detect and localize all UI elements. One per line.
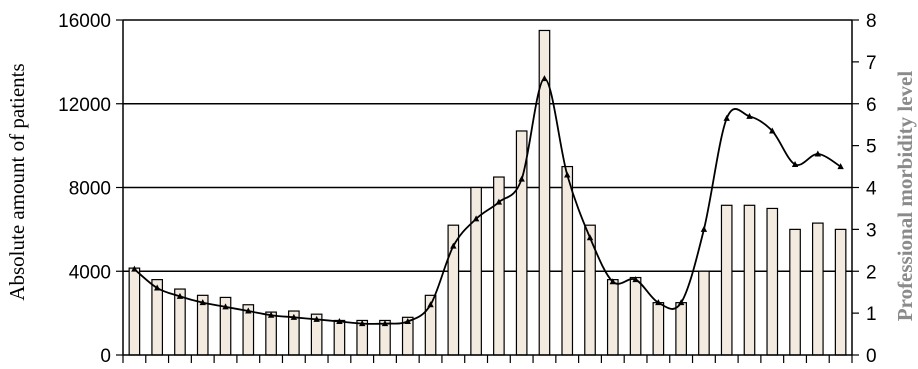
y-tick-label-right: 2 — [866, 262, 877, 283]
bar — [470, 186, 482, 356]
line-point — [404, 318, 411, 324]
line-point — [723, 114, 730, 121]
line-point — [632, 276, 639, 283]
left-tick-labels: 0 4000 8000 12000 16000 — [58, 11, 111, 367]
y-tick-label-right: 5 — [866, 137, 877, 158]
bar — [789, 228, 801, 356]
y-tick-label-right: 1 — [866, 304, 877, 325]
line-point — [472, 215, 480, 222]
gridlines — [123, 19, 852, 272]
line-point — [199, 299, 206, 306]
y-tick-label-right: 4 — [866, 179, 877, 200]
line-point — [541, 75, 548, 82]
bar — [698, 270, 710, 356]
line-point — [769, 127, 776, 134]
line-point — [655, 299, 662, 306]
bar — [720, 204, 733, 356]
line-point — [381, 320, 389, 327]
bar-series — [128, 29, 847, 356]
bar — [606, 279, 619, 356]
line-point — [153, 284, 161, 291]
line-point — [700, 225, 708, 232]
line-series — [131, 75, 844, 327]
y-tick-label-left: 4000 — [69, 262, 111, 283]
bar — [265, 311, 277, 356]
bar — [333, 319, 346, 356]
line-point — [518, 175, 525, 182]
line-point — [586, 234, 594, 241]
bar — [834, 228, 847, 356]
bar — [811, 222, 824, 356]
line-point — [609, 278, 616, 285]
line-point — [245, 307, 252, 314]
bar — [128, 267, 141, 356]
line-point — [746, 112, 753, 119]
line-point — [176, 292, 184, 299]
line-point — [677, 299, 685, 306]
y-tick-label-left: 12000 — [58, 95, 111, 116]
y-tick-label-right: 6 — [866, 95, 877, 116]
bar — [561, 165, 574, 356]
y-tick-label-left: 8000 — [69, 179, 111, 200]
line-point — [131, 265, 138, 272]
line-point — [564, 171, 571, 178]
line-point — [313, 315, 320, 322]
y-tick-label-left: 16000 — [58, 11, 111, 32]
bar — [174, 288, 186, 356]
right-tick-labels: 0 1 2 3 4 5 6 7 8 — [866, 11, 877, 367]
bar — [629, 276, 642, 356]
line-point — [450, 242, 457, 249]
y-tick-label-right: 3 — [866, 220, 877, 241]
bar — [766, 207, 779, 356]
line-point — [427, 301, 434, 308]
y-tick-label-left: 0 — [100, 346, 111, 367]
bar — [743, 204, 756, 356]
y-axis-label-right: Professional morbidity level — [893, 71, 917, 322]
line-path — [133, 77, 842, 325]
bar — [151, 279, 164, 356]
line-point — [290, 313, 298, 320]
bar — [652, 302, 665, 356]
y-tick-label-right: 8 — [866, 11, 877, 32]
line-point — [267, 311, 275, 318]
line-point — [222, 303, 229, 310]
line-point — [359, 320, 366, 327]
y-tick-label-right: 7 — [866, 53, 877, 74]
line-point — [837, 163, 844, 170]
y-tick-label-right: 0 — [866, 346, 877, 367]
line-point — [791, 160, 799, 167]
y-axis-label-left: Absolute amount of patients — [5, 63, 29, 300]
axes — [116, 19, 859, 363]
line-point — [814, 150, 822, 157]
line-point — [495, 198, 503, 205]
bar — [675, 302, 687, 356]
line-point — [336, 318, 343, 324]
